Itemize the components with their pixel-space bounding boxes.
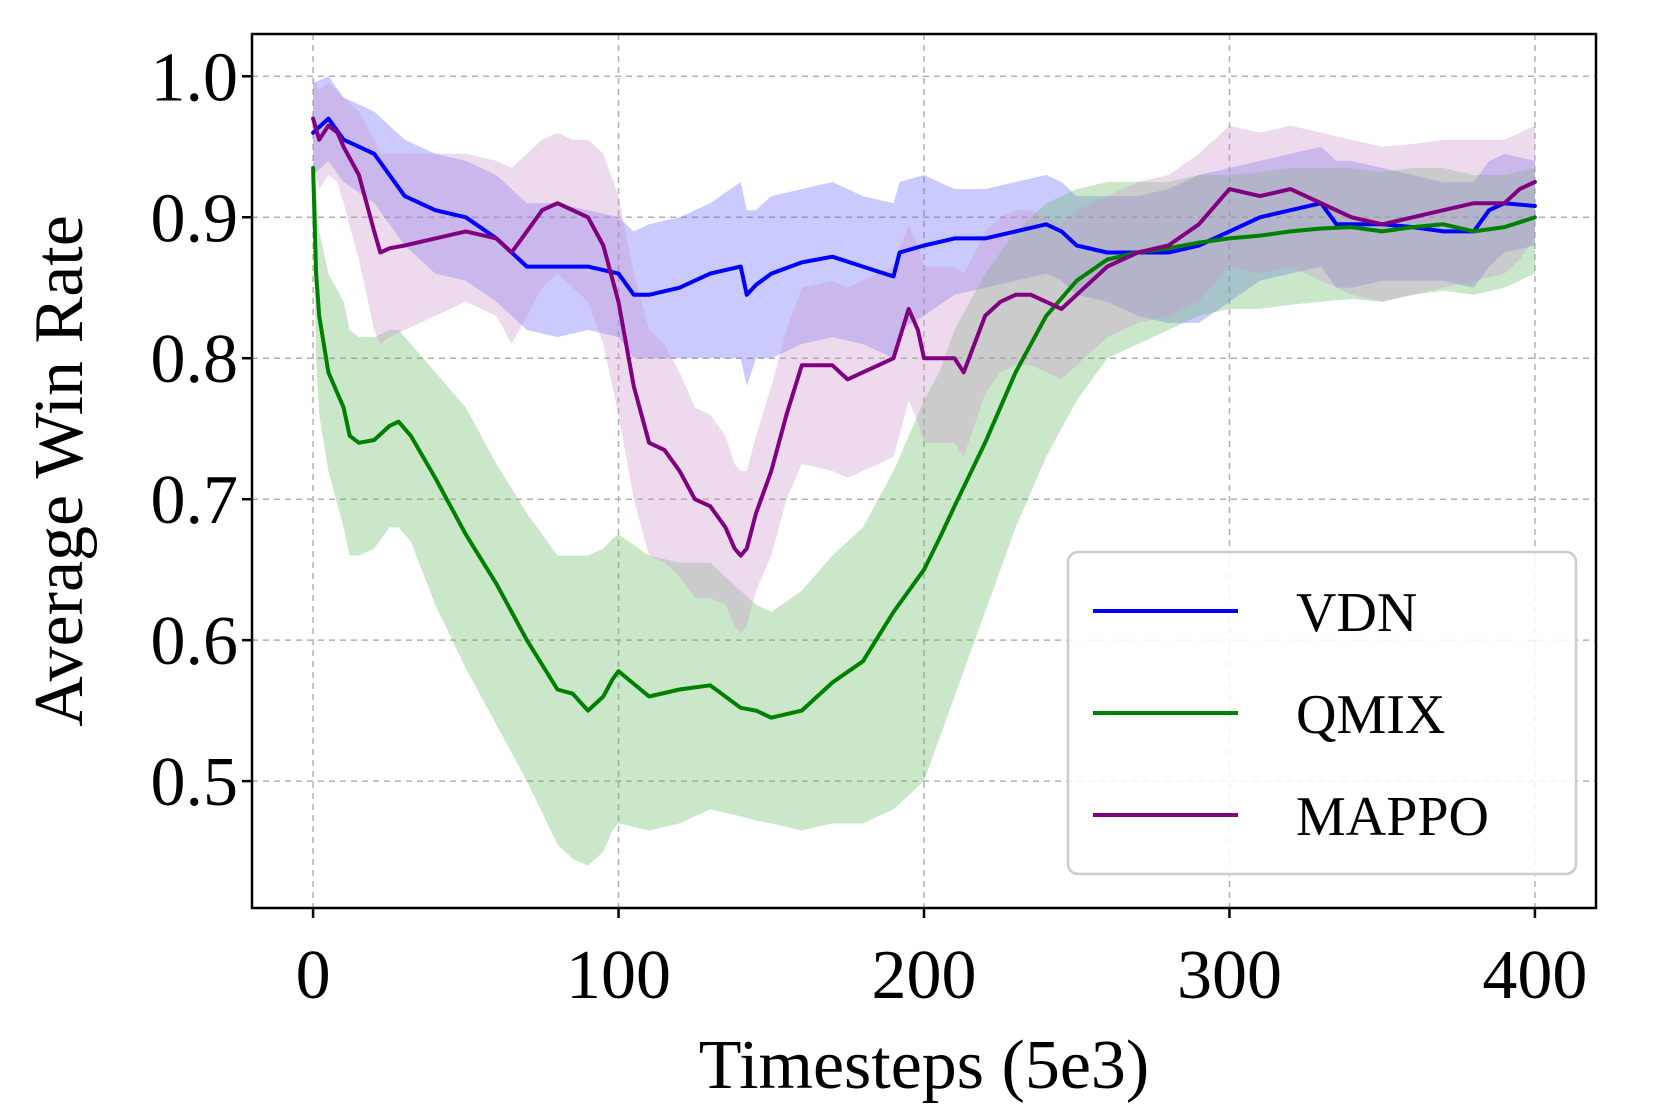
legend-label-mappo: MAPPO — [1296, 786, 1489, 848]
legend-box — [1066, 550, 1578, 876]
vdn-series-line — [311, 116, 1537, 297]
legend-label-vdn: VDN — [1296, 582, 1417, 644]
y-tick-label: 0.8 — [151, 321, 239, 398]
x-tick-label: 200 — [872, 937, 977, 1014]
legend-items: VDN QMIX MAPPO — [1093, 582, 1489, 848]
mappo-series-line — [311, 116, 1537, 558]
y-tick-label: 1.0 — [151, 39, 239, 116]
series-lines — [311, 116, 1537, 720]
qmix-confidence-band — [313, 160, 1535, 866]
y-tick-label: 0.9 — [151, 180, 239, 257]
x-tick-label: 400 — [1482, 937, 1587, 1014]
legend-label-qmix: QMIX — [1296, 684, 1445, 746]
y-tick-label: 0.5 — [151, 744, 239, 821]
y-axis-label: Average Win Rate — [21, 215, 98, 727]
x-tick-label: 300 — [1177, 937, 1282, 1014]
y-tick-label: 0.6 — [151, 603, 239, 680]
legend: VDN QMIX MAPPO — [1066, 550, 1578, 876]
x-axis-label: Timesteps (5e3) — [699, 1027, 1149, 1104]
axis-tick-labels: 0 100 200 300 400 0.5 0.6 0.7 0.8 0.9 1.0 — [151, 39, 1588, 1014]
axis-ticks — [242, 75, 1537, 918]
y-tick-label: 0.7 — [151, 462, 239, 539]
x-tick-label: 0 — [296, 937, 331, 1014]
qmix-series-line — [311, 165, 1537, 720]
x-tick-label: 100 — [566, 937, 671, 1014]
